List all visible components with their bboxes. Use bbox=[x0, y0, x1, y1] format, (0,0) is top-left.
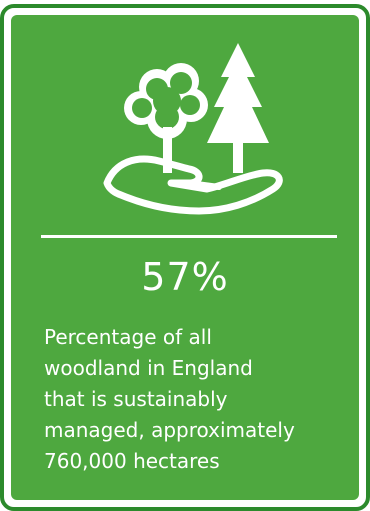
stat-description-line: that is sustainably bbox=[44, 387, 228, 411]
stat-description-line: woodland in England bbox=[44, 356, 253, 380]
stat-card-panel: 57% Percentage of all woodland in Englan… bbox=[11, 15, 359, 500]
stat-description: Percentage of all woodland in England th… bbox=[44, 322, 351, 477]
stat-description-line: Percentage of all bbox=[44, 325, 212, 349]
stat-value: 57% bbox=[141, 255, 229, 299]
conifer-trunk bbox=[233, 141, 243, 173]
hand-icon bbox=[103, 155, 283, 215]
icon-area bbox=[11, 15, 359, 225]
conifer-tree-icon bbox=[207, 43, 269, 143]
stat-card: 57% Percentage of all woodland in Englan… bbox=[0, 4, 370, 511]
stat-description-line: 760,000 hectares bbox=[44, 449, 220, 473]
tree-trunk bbox=[163, 127, 172, 173]
hand-holding-trees-icon bbox=[103, 43, 283, 215]
stat-description-line: managed, approximately bbox=[44, 418, 295, 442]
divider bbox=[41, 235, 337, 238]
